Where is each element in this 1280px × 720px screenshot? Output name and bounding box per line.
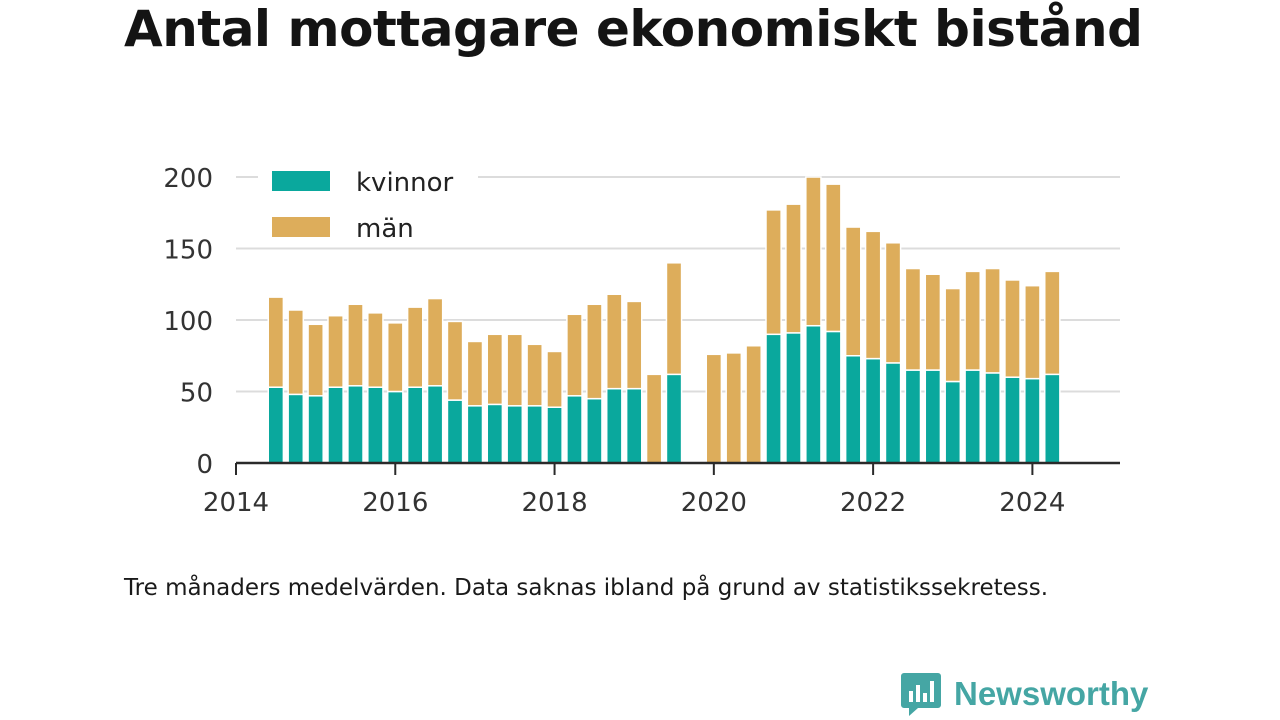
bar-man bbox=[765, 209, 782, 336]
bar-kvinnor bbox=[785, 332, 802, 464]
bar-man bbox=[267, 296, 285, 388]
bar-man bbox=[904, 267, 922, 371]
legend-label-kvinnor: kvinnor bbox=[356, 168, 454, 198]
bar-kvinnor bbox=[665, 373, 683, 464]
bar-kvinnor bbox=[924, 369, 942, 464]
legend: kvinnor män bbox=[258, 160, 478, 246]
bar-man bbox=[785, 203, 802, 334]
bar-kvinnor bbox=[884, 362, 902, 464]
bar-kvinnor bbox=[506, 405, 524, 464]
bar-kvinnor bbox=[944, 380, 962, 464]
legend-label-man: män bbox=[356, 214, 414, 244]
bar-kvinnor bbox=[824, 330, 842, 464]
bar-kvinnor bbox=[1043, 373, 1061, 464]
bar-man bbox=[1024, 284, 1041, 380]
bar-man bbox=[645, 373, 663, 464]
bar-man bbox=[705, 353, 723, 464]
bar-kvinnor bbox=[805, 324, 822, 464]
bar-man bbox=[725, 352, 743, 464]
bar-kvinnor bbox=[546, 406, 563, 464]
bar-kvinnor bbox=[426, 385, 444, 464]
bar-man bbox=[546, 350, 563, 408]
bar-man bbox=[506, 333, 524, 407]
bar-kvinnor bbox=[984, 372, 1001, 464]
bar-man bbox=[924, 273, 942, 371]
bar-kvinnor bbox=[486, 403, 504, 464]
bar-man bbox=[307, 323, 324, 397]
bar-man bbox=[665, 262, 683, 376]
bar-man bbox=[287, 309, 305, 396]
bar-man bbox=[1004, 279, 1021, 378]
y-tick-label: 100 bbox=[163, 307, 213, 337]
bar-man bbox=[944, 287, 962, 383]
bar-man bbox=[347, 303, 364, 387]
x-tick-label: 2024 bbox=[999, 488, 1065, 518]
bar-kvinnor bbox=[586, 397, 603, 464]
bar-man bbox=[805, 176, 822, 327]
bar-man bbox=[446, 320, 464, 401]
bar-kvinnor bbox=[844, 355, 862, 464]
newsworthy-logo-icon bbox=[901, 673, 941, 716]
bar-man bbox=[566, 313, 583, 397]
bar-man bbox=[964, 270, 981, 371]
bar-man bbox=[586, 303, 603, 400]
bar-man bbox=[327, 314, 344, 388]
bar-kvinnor bbox=[287, 393, 305, 464]
axes: 0 50 100 150 200 2014 2016 2018 2020 2022 2024 bbox=[163, 164, 1120, 518]
bar-man bbox=[745, 344, 762, 464]
y-tick-label: 0 bbox=[196, 450, 213, 480]
brand-name: Newsworthy bbox=[954, 675, 1149, 712]
bar-man bbox=[367, 312, 384, 388]
bar-man bbox=[486, 333, 504, 406]
bar-man bbox=[884, 242, 902, 364]
bar-kvinnor bbox=[466, 405, 484, 464]
bar-kvinnor bbox=[904, 369, 922, 464]
legend-swatch-kvinnor bbox=[272, 171, 330, 191]
bar-man bbox=[864, 230, 882, 360]
bar-kvinnor bbox=[1004, 376, 1021, 464]
bar-kvinnor bbox=[765, 333, 782, 464]
bar-man bbox=[605, 293, 623, 390]
bar-man bbox=[526, 343, 543, 407]
bar-kvinnor bbox=[367, 386, 384, 464]
bar-kvinnor bbox=[526, 405, 543, 464]
bar-man bbox=[984, 267, 1001, 374]
bar-man bbox=[824, 183, 842, 333]
x-tick-label: 2022 bbox=[840, 488, 906, 518]
bar-man bbox=[406, 306, 424, 388]
bar-man bbox=[625, 300, 643, 390]
chart-title: Antal mottagare ekonomiskt bistånd bbox=[124, 0, 1143, 58]
bar-kvinnor bbox=[347, 385, 364, 464]
bar-kvinnor bbox=[406, 386, 424, 464]
bar-kvinnor bbox=[267, 386, 285, 464]
bar-man bbox=[466, 340, 484, 407]
y-tick-label: 50 bbox=[180, 379, 213, 409]
y-tick-label: 200 bbox=[163, 164, 213, 194]
bar-kvinnor bbox=[964, 369, 981, 464]
bar-man bbox=[426, 297, 444, 387]
bar-kvinnor bbox=[605, 387, 623, 464]
bar-kvinnor bbox=[327, 386, 344, 464]
bar-kvinnor bbox=[307, 395, 324, 464]
bar-kvinnor bbox=[566, 395, 583, 464]
brand-logo[interactable]: Newsworthy bbox=[900, 670, 1148, 718]
y-tick-label: 150 bbox=[163, 236, 213, 266]
x-tick-label: 2016 bbox=[362, 488, 428, 518]
bar-man bbox=[844, 226, 862, 357]
x-tick-label: 2018 bbox=[521, 488, 587, 518]
x-tick-label: 2020 bbox=[681, 488, 747, 518]
bar-kvinnor bbox=[386, 390, 404, 464]
stacked-bar-chart: 0 50 100 150 200 2014 2016 2018 2020 2022 2024 kvi… bbox=[163, 160, 1120, 518]
chart-caption: Tre månaders medelvärden. Data saknas ib… bbox=[124, 575, 1049, 601]
legend-swatch-man bbox=[272, 217, 330, 237]
bar-kvinnor bbox=[446, 399, 464, 464]
bar-kvinnor bbox=[864, 357, 882, 464]
x-tick-label: 2014 bbox=[203, 488, 269, 518]
bar-kvinnor bbox=[1024, 377, 1041, 464]
bar-man bbox=[386, 322, 404, 393]
bar-man bbox=[1043, 270, 1061, 376]
bar-kvinnor bbox=[625, 387, 643, 464]
